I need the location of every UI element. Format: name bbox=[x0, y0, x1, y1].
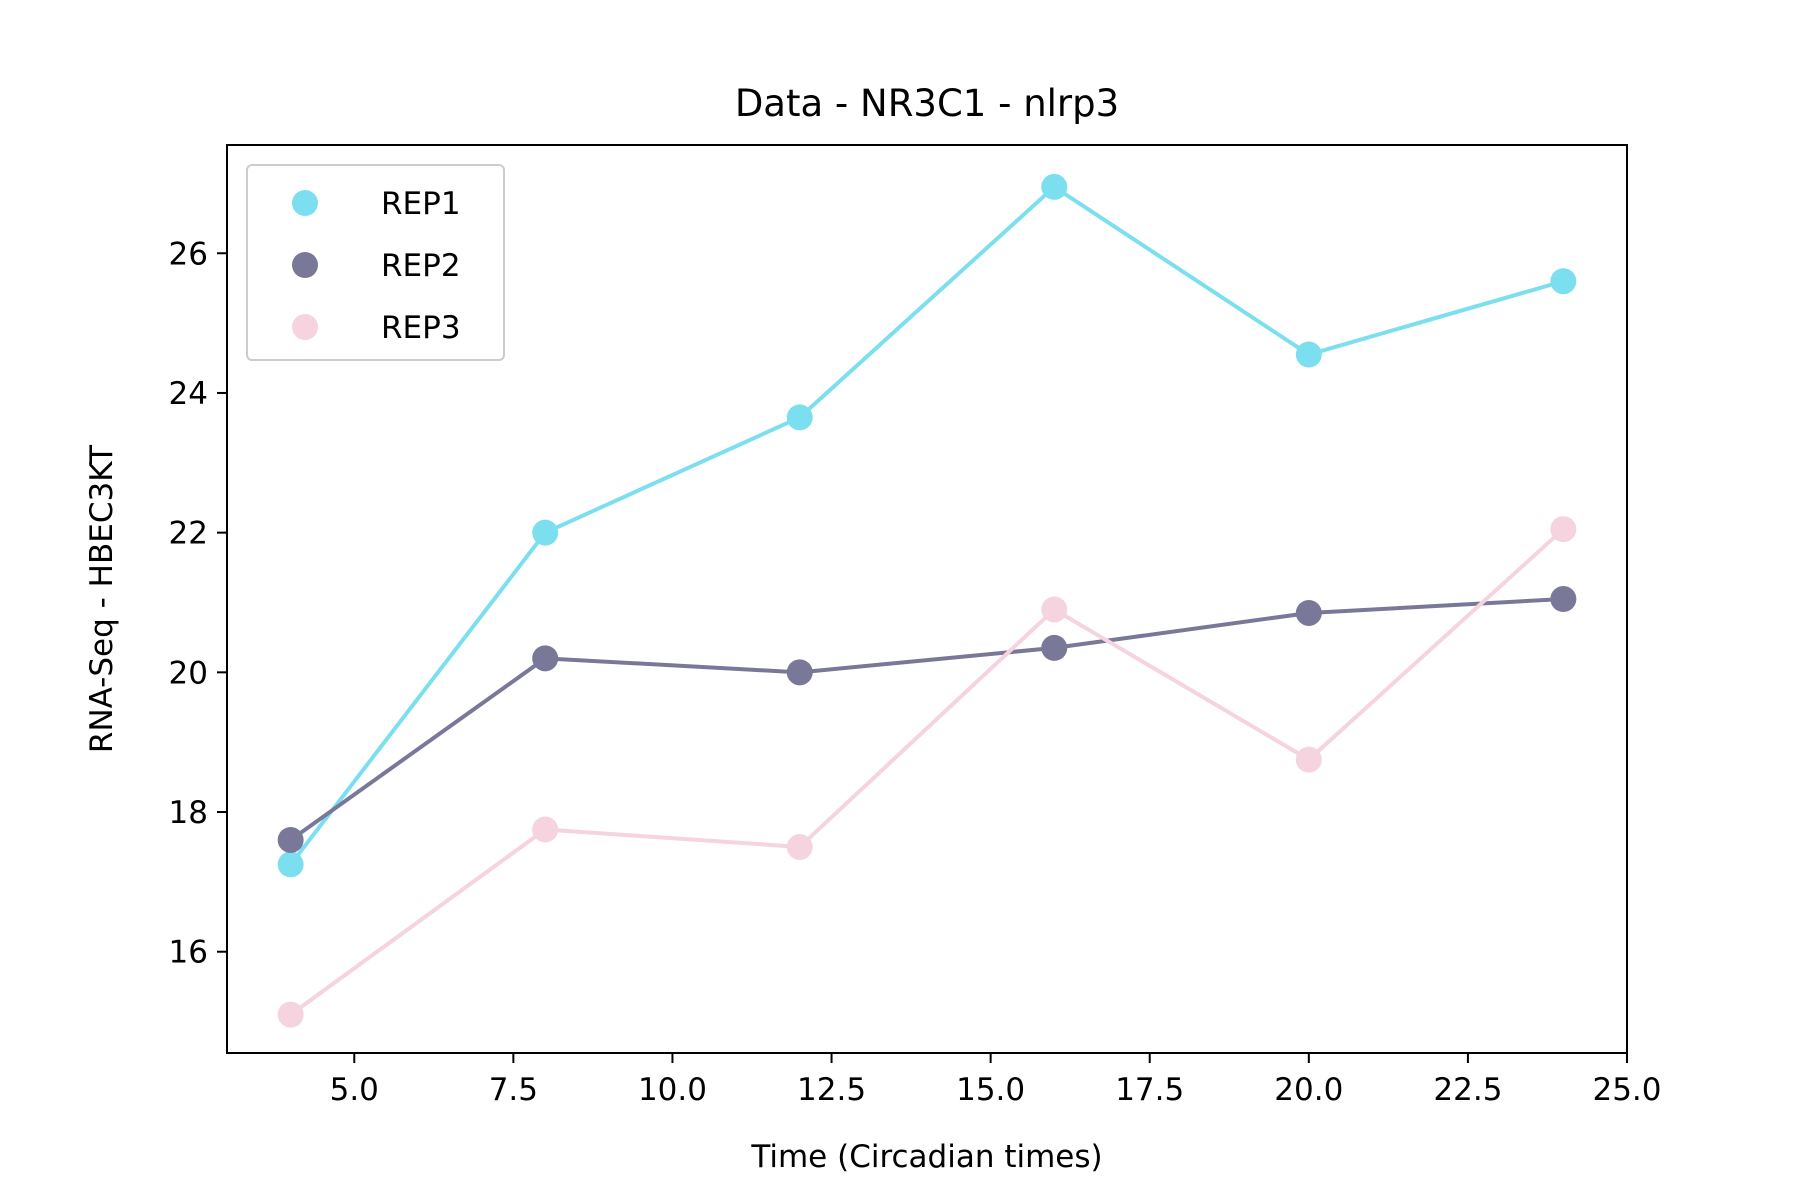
legend-item-rep1: REP1 bbox=[292, 186, 461, 222]
data-point bbox=[532, 816, 559, 843]
y-tick-label: 16 bbox=[169, 935, 208, 971]
x-tick-label: 12.5 bbox=[797, 1072, 866, 1108]
plot-frame bbox=[226, 144, 1628, 1054]
legend-marker bbox=[292, 252, 318, 278]
x-axis-label: Time (Circadian times) bbox=[750, 1139, 1102, 1175]
data-point bbox=[1041, 173, 1068, 200]
legend-label: REP3 bbox=[381, 310, 461, 346]
legend-label: REP1 bbox=[381, 186, 461, 222]
legend-label: REP2 bbox=[381, 248, 461, 284]
data-point bbox=[277, 826, 304, 853]
legend: REP1 REP2 REP3 bbox=[246, 164, 505, 361]
x-tick-label: 10.0 bbox=[638, 1072, 707, 1108]
x-tick-label: 22.5 bbox=[1433, 1072, 1502, 1108]
data-point bbox=[277, 1001, 304, 1028]
x-tick-label: 7.5 bbox=[489, 1072, 538, 1108]
y-axis: 16 18 20 22 24 26 bbox=[169, 236, 227, 971]
legend-marker bbox=[292, 314, 318, 340]
data-point bbox=[786, 404, 813, 431]
series-rep2 bbox=[277, 586, 1577, 853]
x-axis: 5.0 7.5 10.0 12.5 15.0 17.5 20.0 22.5 25.0 bbox=[330, 1053, 1662, 1108]
legend-item-rep2: REP2 bbox=[292, 248, 461, 284]
y-tick-label: 20 bbox=[169, 655, 208, 691]
data-point bbox=[277, 851, 304, 878]
x-tick-label: 15.0 bbox=[956, 1072, 1025, 1108]
series-line bbox=[289, 184, 1564, 866]
data-point bbox=[1295, 599, 1322, 626]
data-point bbox=[1295, 341, 1322, 368]
data-point bbox=[786, 833, 813, 860]
legend-box bbox=[246, 164, 505, 361]
series-line bbox=[289, 597, 1564, 842]
y-axis-label: RNA-Seq - HBEC3KT bbox=[84, 444, 120, 753]
legend-item-rep3: REP3 bbox=[292, 310, 461, 346]
data-point bbox=[1041, 596, 1068, 623]
series-rep3 bbox=[277, 516, 1577, 1028]
data-point bbox=[532, 519, 559, 546]
x-tick-label: 17.5 bbox=[1115, 1072, 1184, 1108]
y-tick-label: 18 bbox=[169, 795, 208, 831]
x-tick-label: 5.0 bbox=[330, 1072, 379, 1108]
series-line bbox=[289, 527, 1565, 1017]
data-point bbox=[1550, 268, 1577, 295]
data-point bbox=[786, 659, 813, 686]
series-layer bbox=[277, 173, 1577, 1028]
data-point bbox=[532, 645, 559, 672]
y-tick-label: 22 bbox=[169, 516, 208, 552]
x-tick-label: 25.0 bbox=[1592, 1072, 1661, 1108]
data-point bbox=[1550, 516, 1577, 543]
data-point bbox=[1550, 586, 1577, 612]
x-tick-label: 20.0 bbox=[1274, 1072, 1343, 1108]
legend-marker bbox=[292, 190, 318, 216]
chart-title: Data - NR3C1 - nlrp3 bbox=[735, 82, 1119, 125]
y-tick-label: 26 bbox=[169, 236, 208, 272]
series-rep1 bbox=[277, 173, 1577, 878]
y-tick-label: 24 bbox=[169, 376, 208, 412]
data-point bbox=[1295, 746, 1322, 773]
data-point bbox=[1041, 634, 1068, 661]
